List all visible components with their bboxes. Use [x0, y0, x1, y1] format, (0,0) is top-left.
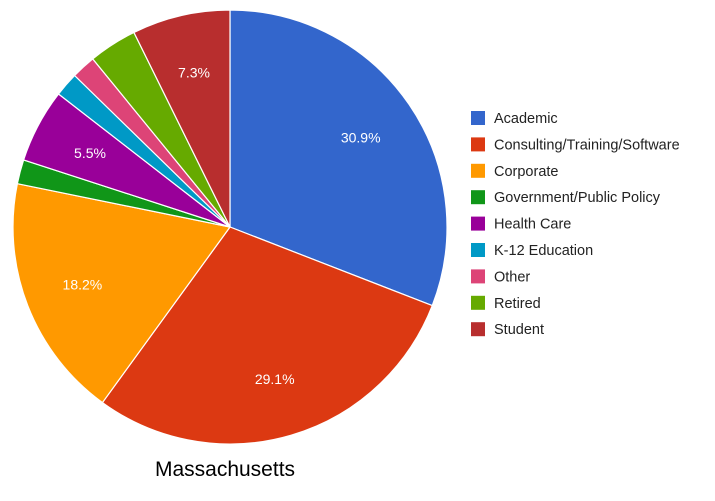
slice-label: 18.2%: [63, 276, 103, 292]
legend-label: K-12 Education: [494, 243, 593, 259]
pie-slice-corporate: [12, 182, 232, 404]
pie-slice-student: [133, 9, 231, 228]
legend-label: Consulting/Training/Software: [494, 137, 680, 153]
slice-label: 30.9%: [341, 130, 381, 146]
legend-item: Government/Public Policy: [471, 190, 661, 206]
legend-label: Government/Public Policy: [494, 190, 661, 206]
legend-label: Other: [494, 269, 530, 285]
legend-swatch: [471, 163, 485, 178]
legend-item: K-12 Education: [471, 243, 593, 259]
legend-swatch: [471, 269, 485, 284]
legend-item: Academic: [471, 111, 558, 127]
legend: Academic Consulting/Training/Software Corp…: [471, 111, 680, 338]
slice-label: 7.3%: [178, 65, 210, 81]
legend-item: Consulting/Training/Software: [471, 137, 680, 153]
legend-label: Student: [494, 322, 544, 338]
pie-slices: [12, 9, 448, 445]
pie-slice-consulting-training-software: [101, 226, 434, 445]
slice-label: 29.1%: [255, 371, 295, 387]
legend-item: Health Care: [471, 216, 571, 233]
legend-swatch: [471, 137, 485, 152]
legend-label: Health Care: [494, 217, 571, 233]
legend-swatch: [471, 216, 485, 231]
legend-label: Retired: [494, 296, 541, 312]
chart-title: Massachusetts: [155, 458, 295, 481]
legend-item: Student: [471, 322, 544, 338]
legend-item: Other: [471, 269, 530, 285]
legend-label: Academic: [494, 111, 558, 127]
legend-swatch: [471, 111, 485, 125]
legend-item: Retired: [471, 295, 541, 312]
slice-label: 5.5%: [74, 145, 106, 161]
legend-item: Corporate: [471, 163, 558, 180]
legend-swatch: [471, 322, 485, 337]
legend-swatch: [471, 190, 485, 205]
legend-label: Corporate: [494, 164, 558, 180]
legend-swatch: [471, 243, 485, 257]
pie-slice-academic: [229, 9, 448, 307]
legend-swatch: [471, 295, 485, 310]
pie-slice-labels: 30.9% 29.1% 18.2% 5.5% 7.3%: [63, 65, 381, 387]
